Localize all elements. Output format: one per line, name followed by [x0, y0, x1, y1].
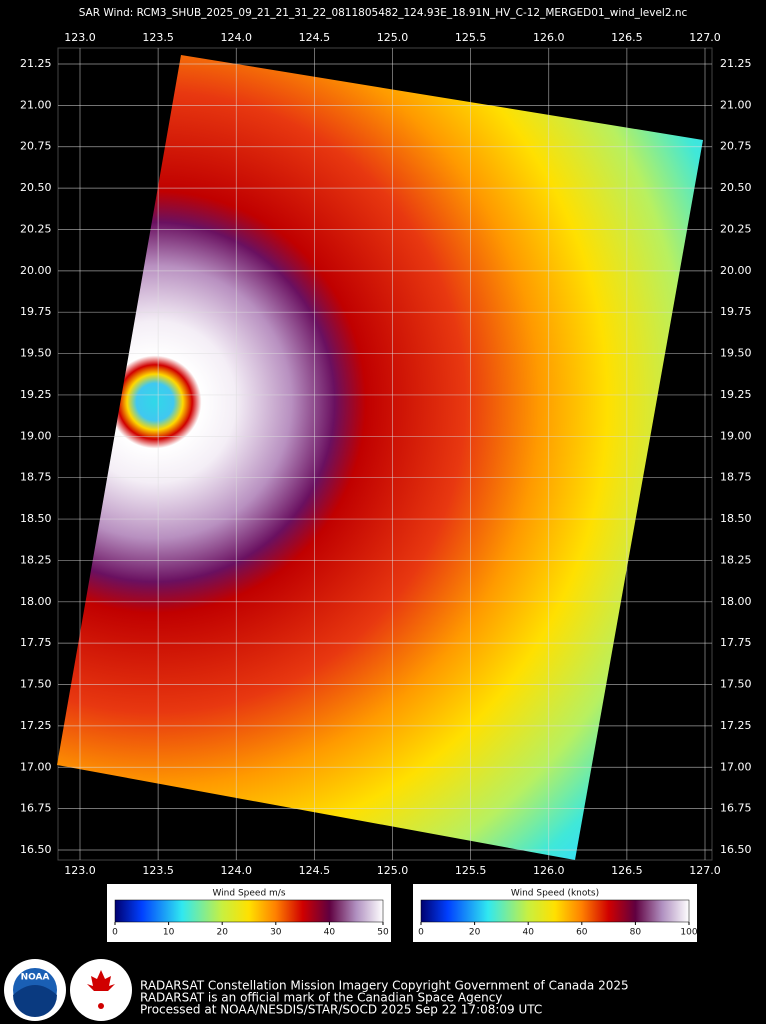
lat-tick-label: 18.00 — [20, 595, 52, 608]
lat-tick-label: 17.25 — [720, 719, 752, 732]
lon-tick-label: 124.5 — [299, 31, 331, 44]
lat-tick-label: 19.50 — [20, 347, 52, 360]
lon-tick-label: 125.5 — [455, 31, 487, 44]
colorbar — [420, 899, 690, 923]
lat-tick-label: 18.50 — [720, 512, 752, 525]
lon-tick-label: 125.0 — [377, 31, 409, 44]
colorbar-tick-label: 20 — [216, 928, 228, 938]
lat-tick-label: 21.25 — [20, 57, 52, 70]
lat-tick-label: 20.25 — [720, 222, 752, 235]
lat-tick-label: 18.50 — [20, 512, 52, 525]
lon-tick-label: 126.5 — [611, 864, 643, 877]
lat-tick-label: 16.50 — [720, 843, 752, 856]
lat-tick-label: 18.75 — [720, 471, 752, 484]
lat-tick-label: 18.75 — [20, 471, 52, 484]
lat-tick-label: 21.00 — [720, 98, 752, 111]
lat-tick-label: 19.00 — [20, 429, 52, 442]
lat-tick-label: 20.50 — [720, 181, 752, 194]
lon-tick-label: 127.0 — [689, 864, 721, 877]
wind-swath — [57, 55, 703, 860]
colorbar-tick-label: 50 — [377, 928, 389, 938]
lat-tick-label: 20.00 — [20, 264, 52, 277]
lon-tick-label: 123.0 — [64, 864, 96, 877]
footer: RADARSAT Constellation Mission Imagery C… — [140, 979, 629, 1017]
lat-tick-label: 18.25 — [20, 553, 52, 566]
colorbar-label: Wind Speed (knots) — [511, 889, 599, 899]
lon-tick-label: 126.0 — [533, 864, 565, 877]
colorbar — [114, 899, 384, 923]
lon-tick-label: 125.5 — [455, 864, 487, 877]
colorbar-tick-label: 0 — [418, 928, 424, 938]
title: SAR Wind: RCM3_SHUB_2025_09_21_21_31_22_… — [79, 7, 688, 19]
colorbar-tick-label: 20 — [469, 928, 481, 938]
lon-tick-label: 124.5 — [299, 864, 331, 877]
lat-tick-label: 17.50 — [720, 678, 752, 691]
lat-tick-label: 17.75 — [720, 636, 752, 649]
lon-tick-label: 127.0 — [689, 31, 721, 44]
lat-tick-label: 20.00 — [720, 264, 752, 277]
lon-tick-label: 123.5 — [142, 31, 174, 44]
csa-logo — [70, 959, 132, 1021]
lat-tick-label: 19.75 — [720, 305, 752, 318]
noaa-logo: NOAA — [4, 959, 66, 1021]
noaa-text: NOAA — [21, 973, 50, 983]
lat-tick-label: 19.00 — [720, 429, 752, 442]
lon-tick-label: 123.5 — [142, 864, 174, 877]
colorbar-tick-label: 40 — [324, 928, 336, 938]
lat-tick-label: 17.75 — [20, 636, 52, 649]
lat-tick-label: 20.50 — [20, 181, 52, 194]
lon-tick-label: 123.0 — [64, 31, 96, 44]
colorbar-tick-label: 10 — [163, 928, 175, 938]
lon-tick-label: 124.0 — [221, 31, 253, 44]
lat-tick-label: 19.25 — [20, 388, 52, 401]
lat-tick-label: 21.00 — [20, 98, 52, 111]
lon-tick-label: 124.0 — [221, 864, 253, 877]
lat-tick-label: 17.00 — [20, 760, 52, 773]
lat-tick-label: 18.00 — [720, 595, 752, 608]
graticule: 123.0 123.0 123.5 123.5 124.0 124.0 124.5 124.5… — [20, 31, 752, 877]
lat-tick-label: 19.25 — [720, 388, 752, 401]
lat-tick-label: 20.75 — [20, 140, 52, 153]
lat-tick-label: 16.75 — [20, 802, 52, 815]
lat-tick-label: 17.50 — [20, 678, 52, 691]
lat-tick-label: 18.25 — [720, 553, 752, 566]
footer-line: Processed at NOAA/NESDIS/STAR/SOCD 2025 … — [140, 1003, 542, 1017]
lat-tick-label: 16.75 — [720, 802, 752, 815]
lon-tick-label: 125.0 — [377, 864, 409, 877]
lat-tick-label: 17.00 — [720, 760, 752, 773]
footer-line: RADARSAT is an official mark of the Cana… — [140, 991, 502, 1005]
colorbar-tick-label: 60 — [576, 928, 588, 938]
colorbar-label: Wind Speed m/s — [212, 889, 285, 899]
colorbar-tick-label: 40 — [522, 928, 534, 938]
colorbar-tick-label: 30 — [270, 928, 282, 938]
lat-tick-label: 20.75 — [720, 140, 752, 153]
footer-line: RADARSAT Constellation Mission Imagery C… — [140, 979, 629, 993]
lat-tick-label: 19.75 — [20, 305, 52, 318]
colorbars: Wind Speed m/s 0 10 20 30 40 50 Wind Speed (kno… — [107, 884, 698, 942]
colorbar-tick-label: 0 — [112, 928, 118, 938]
colorbar-tick-label: 80 — [630, 928, 642, 938]
lon-tick-label: 126.0 — [533, 31, 565, 44]
lat-tick-label: 20.25 — [20, 222, 52, 235]
colorbar-tick-label: 100 — [680, 928, 697, 938]
lat-tick-label: 17.25 — [20, 719, 52, 732]
lat-tick-label: 21.25 — [720, 57, 752, 70]
lat-tick-label: 19.50 — [720, 347, 752, 360]
lat-tick-label: 16.50 — [20, 843, 52, 856]
lon-tick-label: 126.5 — [611, 31, 643, 44]
